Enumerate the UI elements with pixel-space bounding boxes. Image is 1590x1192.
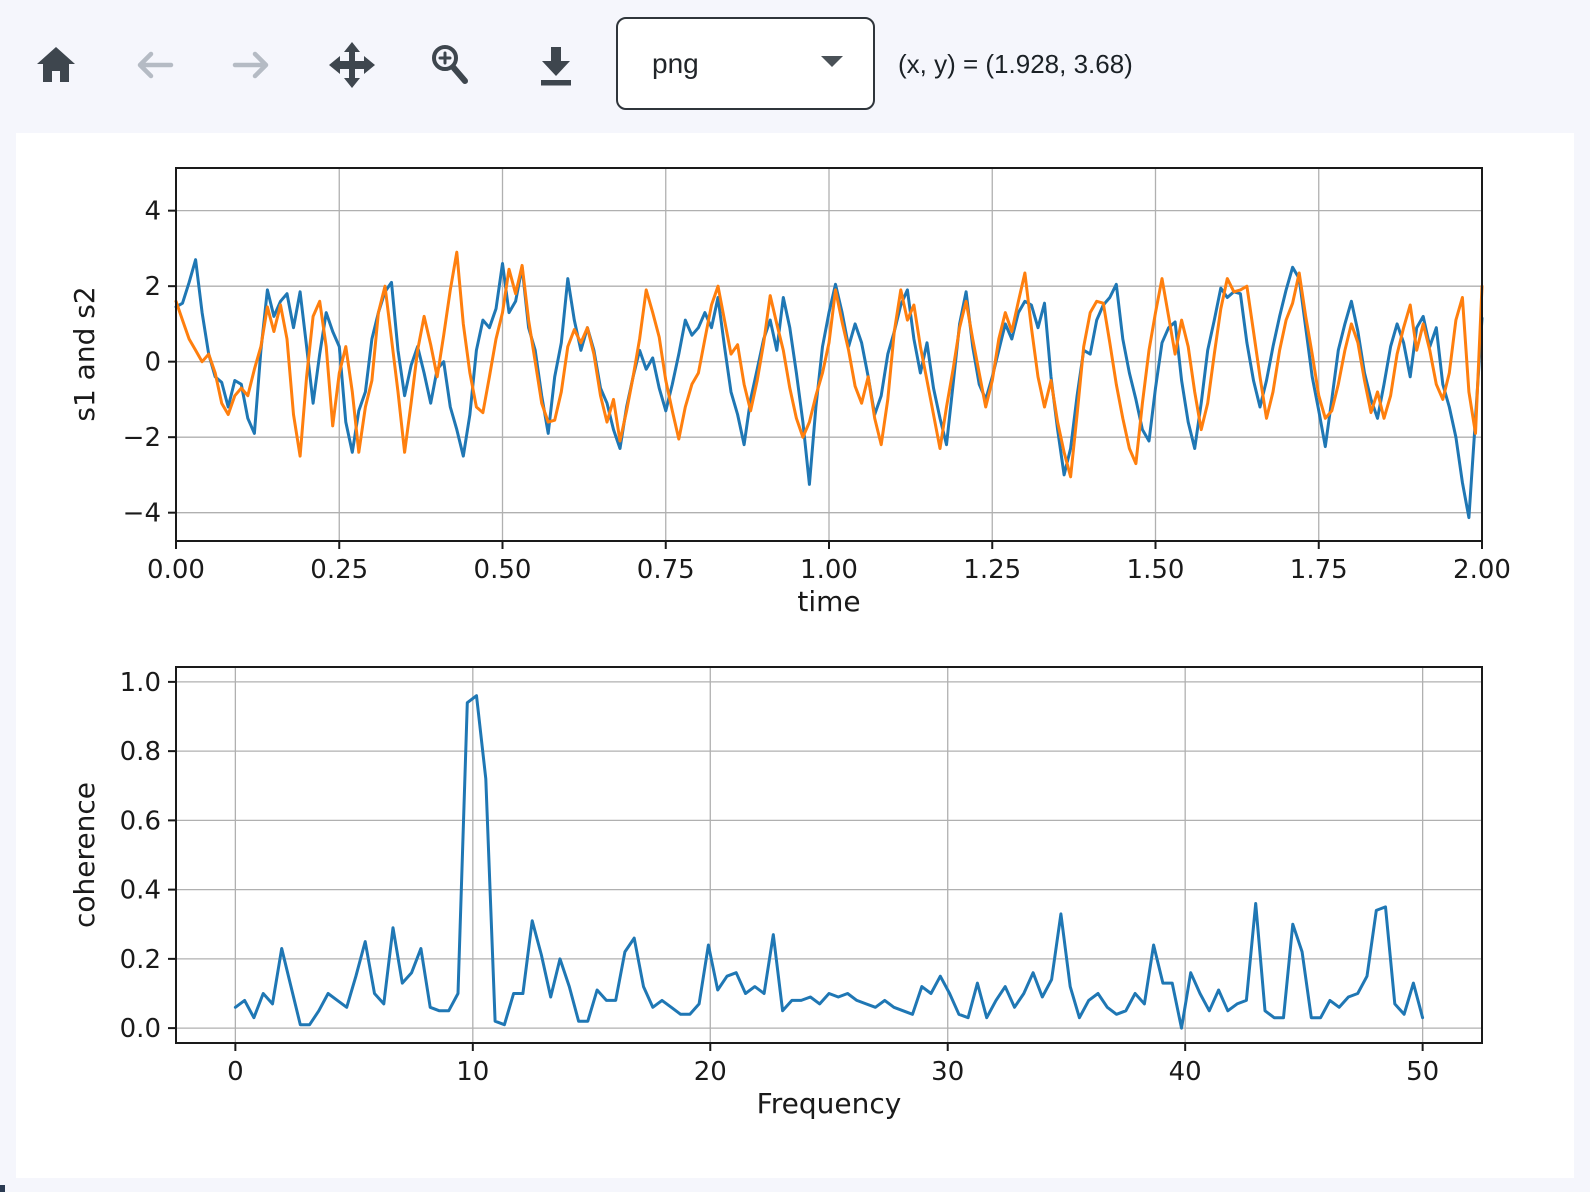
- move-icon: [328, 41, 376, 92]
- x-tick-label: 30: [931, 1057, 964, 1087]
- x-tick-label: 10: [456, 1057, 489, 1087]
- pan-button[interactable]: [328, 40, 376, 92]
- download-button[interactable]: [532, 40, 580, 92]
- format-select-value: png: [652, 47, 699, 79]
- series-path-s2: [174, 250, 1484, 479]
- x-tick-label: 1.00: [800, 555, 858, 585]
- series-path-s1: [174, 258, 1484, 520]
- arrow-left-icon: [133, 43, 177, 90]
- y-tick-label: 0.6: [120, 806, 161, 836]
- zoom-in-icon: [427, 42, 473, 91]
- y-tick-label: 0: [144, 348, 161, 378]
- x-tick-label: 40: [1169, 1057, 1202, 1087]
- chevron-down-icon: [819, 54, 845, 74]
- x-tick-label: 1.75: [1290, 555, 1348, 585]
- bottom-yaxis-label: coherence: [68, 782, 101, 928]
- x-tick-label: 0.50: [474, 555, 532, 585]
- top-yaxis-label: s1 and s2: [68, 286, 101, 421]
- figure-canvas[interactable]: time s1 and s2 Frequency coherence 0.00 0…: [16, 133, 1574, 1178]
- x-tick-label: 1.50: [1127, 555, 1185, 585]
- x-tick-label: 0.00: [147, 555, 205, 585]
- y-tick-label: 0.8: [120, 737, 161, 767]
- bottom-xaxis-label: Frequency: [757, 1087, 902, 1120]
- y-tick-label: 4: [144, 197, 161, 227]
- x-tick-label: 0.25: [310, 555, 368, 585]
- x-tick-label: 1.25: [963, 555, 1021, 585]
- x-tick-label: 0.75: [637, 555, 695, 585]
- forward-button[interactable]: [227, 40, 275, 92]
- x-tick-label: 2.00: [1453, 555, 1511, 585]
- y-tick-label: −4: [123, 499, 161, 529]
- x-tick-label: 0: [227, 1057, 244, 1087]
- x-tick-label: 20: [694, 1057, 727, 1087]
- figure-svg: time s1 and s2 Frequency coherence 0.00 0…: [68, 167, 1511, 1120]
- home-button[interactable]: [32, 40, 80, 92]
- y-tick-label: 0.4: [120, 876, 161, 906]
- y-tick-label: 0.0: [120, 1014, 161, 1044]
- y-tick-label: −2: [123, 423, 161, 453]
- coherence-subplot: 0 10 20 30 40 50 0.0 0.2 0.4 0.6 0.8 1.0: [120, 666, 1483, 1087]
- download-icon: [534, 43, 578, 90]
- y-tick-label: 0.2: [120, 945, 161, 975]
- format-select[interactable]: png: [616, 17, 875, 110]
- signals-subplot: 0.00 0.25 0.50 0.75 1.00 1.25 1.50 1.75 2.00 −4 −2…: [123, 167, 1511, 585]
- arrow-right-icon: [229, 43, 273, 90]
- home-icon: [34, 43, 78, 90]
- x-tick-label: 50: [1406, 1057, 1439, 1087]
- back-button[interactable]: [131, 40, 179, 92]
- series-path-coherence: [233, 694, 1425, 1030]
- y-tick-label: 1.0: [120, 668, 161, 698]
- figure-toolbar: png (x, y) = (1.928, 3.68): [0, 0, 1590, 128]
- top-xaxis-label: time: [797, 585, 860, 618]
- y-tick-label: 2: [144, 272, 161, 302]
- cursor-position-readout: (x, y) = (1.928, 3.68): [898, 48, 1133, 79]
- zoom-in-button[interactable]: [426, 40, 474, 92]
- stray-mark: [0, 1185, 5, 1192]
- axes-spines: [175, 666, 1483, 1044]
